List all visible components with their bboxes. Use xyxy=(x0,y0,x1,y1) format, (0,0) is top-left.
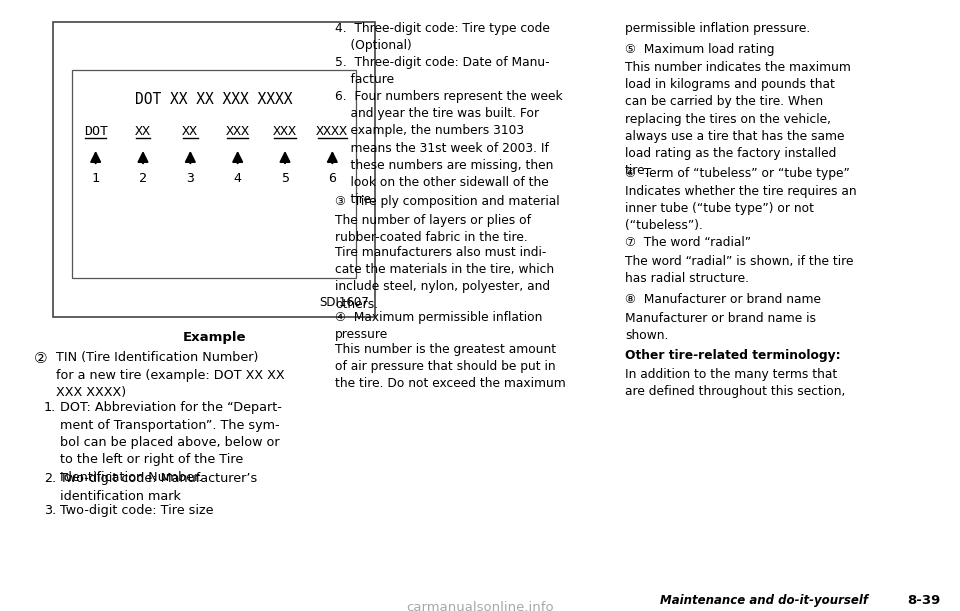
Text: Two-digit code: Tire size: Two-digit code: Tire size xyxy=(60,504,213,517)
Text: ⑧  Manufacturer or brand name: ⑧ Manufacturer or brand name xyxy=(625,293,821,306)
Text: Indicates whether the tire requires an
inner tube (“tube type”) or not
(“tubeles: Indicates whether the tire requires an i… xyxy=(625,185,856,232)
Text: Maintenance and do-it-yourself: Maintenance and do-it-yourself xyxy=(660,594,868,607)
Text: 8-39: 8-39 xyxy=(907,594,940,607)
Text: 6: 6 xyxy=(328,172,336,185)
Bar xyxy=(72,70,356,278)
Text: XXX: XXX xyxy=(226,125,250,138)
Text: The word “radial” is shown, if the tire
has radial structure.: The word “radial” is shown, if the tire … xyxy=(625,255,853,285)
Text: XX: XX xyxy=(182,125,199,138)
Text: 1.: 1. xyxy=(44,401,57,414)
Text: Other tire-related terminology:: Other tire-related terminology: xyxy=(625,349,841,362)
Text: ④  Maximum permissible inflation
pressure: ④ Maximum permissible inflation pressure xyxy=(335,311,542,341)
Text: DOT: Abbreviation for the “Depart-
ment of Transportation”. The sym-
bol can be : DOT: Abbreviation for the “Depart- ment … xyxy=(60,401,282,484)
Text: 1: 1 xyxy=(91,172,100,185)
Text: TIN (Tire Identification Number)
for a new tire (example: DOT XX XX
XXX XXXX): TIN (Tire Identification Number) for a n… xyxy=(56,351,284,399)
Text: ⑤  Maximum load rating: ⑤ Maximum load rating xyxy=(625,43,775,56)
Text: ⑥  Term of “tubeless” or “tube type”: ⑥ Term of “tubeless” or “tube type” xyxy=(625,167,850,180)
Text: 6.  Four numbers represent the week
    and year the tire was built. For
    exa: 6. Four numbers represent the week and y… xyxy=(335,90,563,206)
Text: 5: 5 xyxy=(281,172,289,185)
Text: Manufacturer or brand name is
shown.: Manufacturer or brand name is shown. xyxy=(625,312,816,342)
Text: ⑦  The word “radial”: ⑦ The word “radial” xyxy=(625,236,751,249)
Text: XXXX: XXXX xyxy=(317,125,348,138)
Text: 5.  Three-digit code: Date of Manu-
    facture: 5. Three-digit code: Date of Manu- factu… xyxy=(335,56,550,86)
Text: In addition to the many terms that
are defined throughout this section,: In addition to the many terms that are d… xyxy=(625,368,846,398)
Text: carmanualsonline.info: carmanualsonline.info xyxy=(406,601,554,611)
Text: 4: 4 xyxy=(233,172,242,185)
Text: 3: 3 xyxy=(186,172,194,185)
Text: ③  Tire ply composition and material: ③ Tire ply composition and material xyxy=(335,196,560,208)
Text: SDI1607: SDI1607 xyxy=(320,296,369,309)
Text: 2: 2 xyxy=(139,172,147,185)
Text: XX: XX xyxy=(135,125,151,138)
Bar xyxy=(53,22,375,317)
Text: permissible inflation pressure.: permissible inflation pressure. xyxy=(625,22,810,35)
Text: 3.: 3. xyxy=(44,504,57,517)
Text: Two-digit code: Manufacturer’s
identification mark: Two-digit code: Manufacturer’s identific… xyxy=(60,472,257,502)
Text: 4.  Three-digit code: Tire type code
    (Optional): 4. Three-digit code: Tire type code (Opt… xyxy=(335,22,550,52)
Text: DOT XX XX XXX XXXX: DOT XX XX XXX XXXX xyxy=(135,92,293,107)
Text: This number indicates the maximum
load in kilograms and pounds that
can be carri: This number indicates the maximum load i… xyxy=(625,61,851,177)
Text: The number of layers or plies of
rubber-coated fabric in the tire.: The number of layers or plies of rubber-… xyxy=(335,214,531,244)
Text: This number is the greatest amount
of air pressure that should be put in
the tir: This number is the greatest amount of ai… xyxy=(335,343,565,390)
Text: XXX: XXX xyxy=(273,125,297,138)
Text: Tire manufacturers also must indi-
cate the materials in the tire, which
include: Tire manufacturers also must indi- cate … xyxy=(335,246,554,310)
Text: ②: ② xyxy=(34,351,48,366)
Text: Example: Example xyxy=(182,331,246,344)
Text: DOT: DOT xyxy=(84,125,108,138)
Text: 2.: 2. xyxy=(44,472,56,485)
